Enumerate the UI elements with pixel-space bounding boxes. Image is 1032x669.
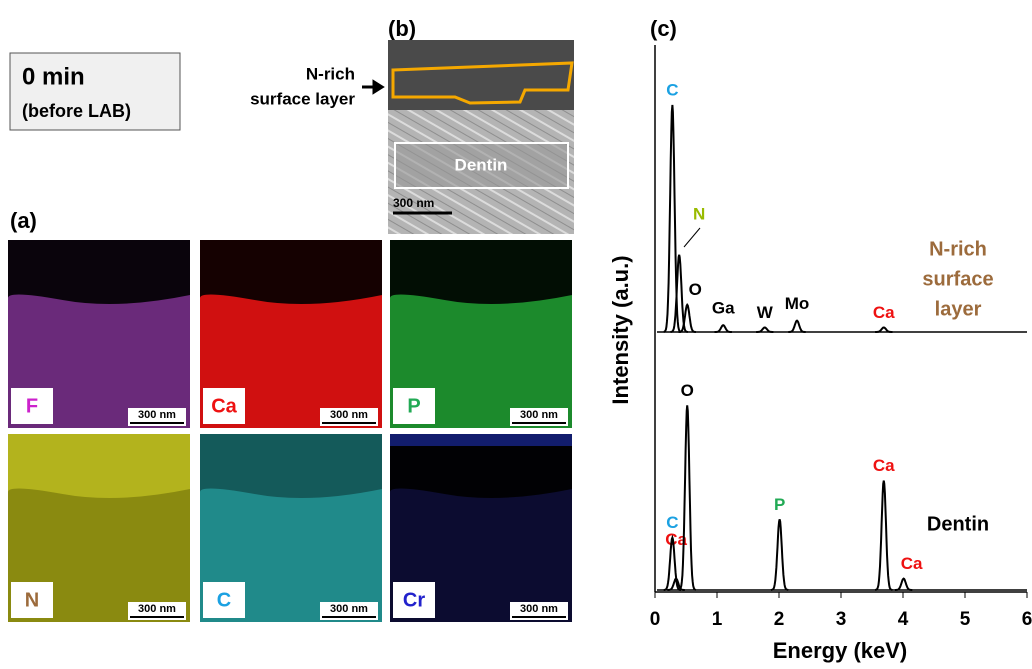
series-name: N-rich [929,238,987,260]
peak-label: Ca [873,303,895,322]
peak [664,105,681,332]
scale-label: 300 nm [520,603,558,615]
peak-label: C [666,513,678,532]
x-tick-label: 2 [774,609,785,630]
map-top [200,434,382,498]
map-top [8,434,190,498]
element-label: F [26,395,38,417]
n-arrow [684,228,700,247]
scale-label: 300 nm [138,409,176,421]
series-name: layer [935,298,982,320]
arrow-label: N-rich [306,64,355,83]
x-tick-label: 3 [836,609,847,630]
page: 0 min (before LAB) (b) N-rich surface la… [0,0,1032,669]
arrow-label: surface layer [250,89,355,108]
map-top [8,240,190,304]
map-edge [390,434,572,446]
peak-label: O [681,381,694,400]
time: 0 min [22,63,85,90]
element-label: Ca [211,395,237,417]
peak-label: P [774,495,785,514]
panel-label: (c) [650,16,677,41]
peak-label: N [693,204,705,223]
peak-label: Ca [901,554,923,573]
region-label: Dentin [455,155,508,174]
peak [679,305,696,332]
peak-label: W [757,303,774,322]
series-name: surface [922,268,993,290]
element-label: N [25,589,39,611]
peak-label: Ca [873,456,895,475]
peak-label: O [689,280,702,299]
scale-label: 300 nm [393,196,434,210]
map-top [200,240,382,304]
scale-label: 300 nm [330,409,368,421]
peak [715,325,732,332]
x-axis-label: Energy (keV) [773,638,908,663]
surface-layer [388,40,574,110]
maps: F 300 nm Ca 300 nm P 300 nm N 300 nm C 300 nm Cr 30… [8,240,572,622]
peak-label: C [666,80,678,99]
spectrum: 0 1 2 3 4 5 6 Energy (keV) Intensity (a.u.) C N O Ga… [608,45,1032,663]
figure: 0 min (before LAB) (b) N-rich surface la… [0,0,1032,669]
x-tick-label: 4 [898,609,909,630]
peak-label: Ga [712,299,735,318]
peak [895,579,912,590]
x-tick-label: 1 [712,609,723,630]
y-axis-label: Intensity (a.u.) [608,255,633,404]
element-label: Cr [403,589,425,611]
note: (before LAB) [22,101,131,121]
peak [679,405,696,590]
scale-label: 300 nm [520,409,558,421]
peak [771,519,788,590]
scale-label: 300 nm [330,603,368,615]
map-top [390,240,572,304]
peak [875,481,892,590]
x-tick-label: 5 [960,609,971,630]
x-tick-label: 0 [650,609,661,630]
scale-label: 300 nm [138,603,176,615]
series-name: Dentin [927,513,989,535]
arrow [362,82,382,92]
panel-label: (a) [10,208,37,233]
element-label: C [217,589,231,611]
x-tick-label: 6 [1022,609,1032,630]
panel-label: (b) [388,16,416,41]
peak-label: Mo [785,294,810,313]
peak [788,321,805,332]
element-label: P [407,395,420,417]
